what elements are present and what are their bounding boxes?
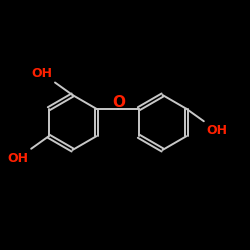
Text: OH: OH <box>8 152 29 165</box>
Text: OH: OH <box>206 124 227 137</box>
Text: OH: OH <box>32 66 52 80</box>
Text: O: O <box>112 95 125 110</box>
